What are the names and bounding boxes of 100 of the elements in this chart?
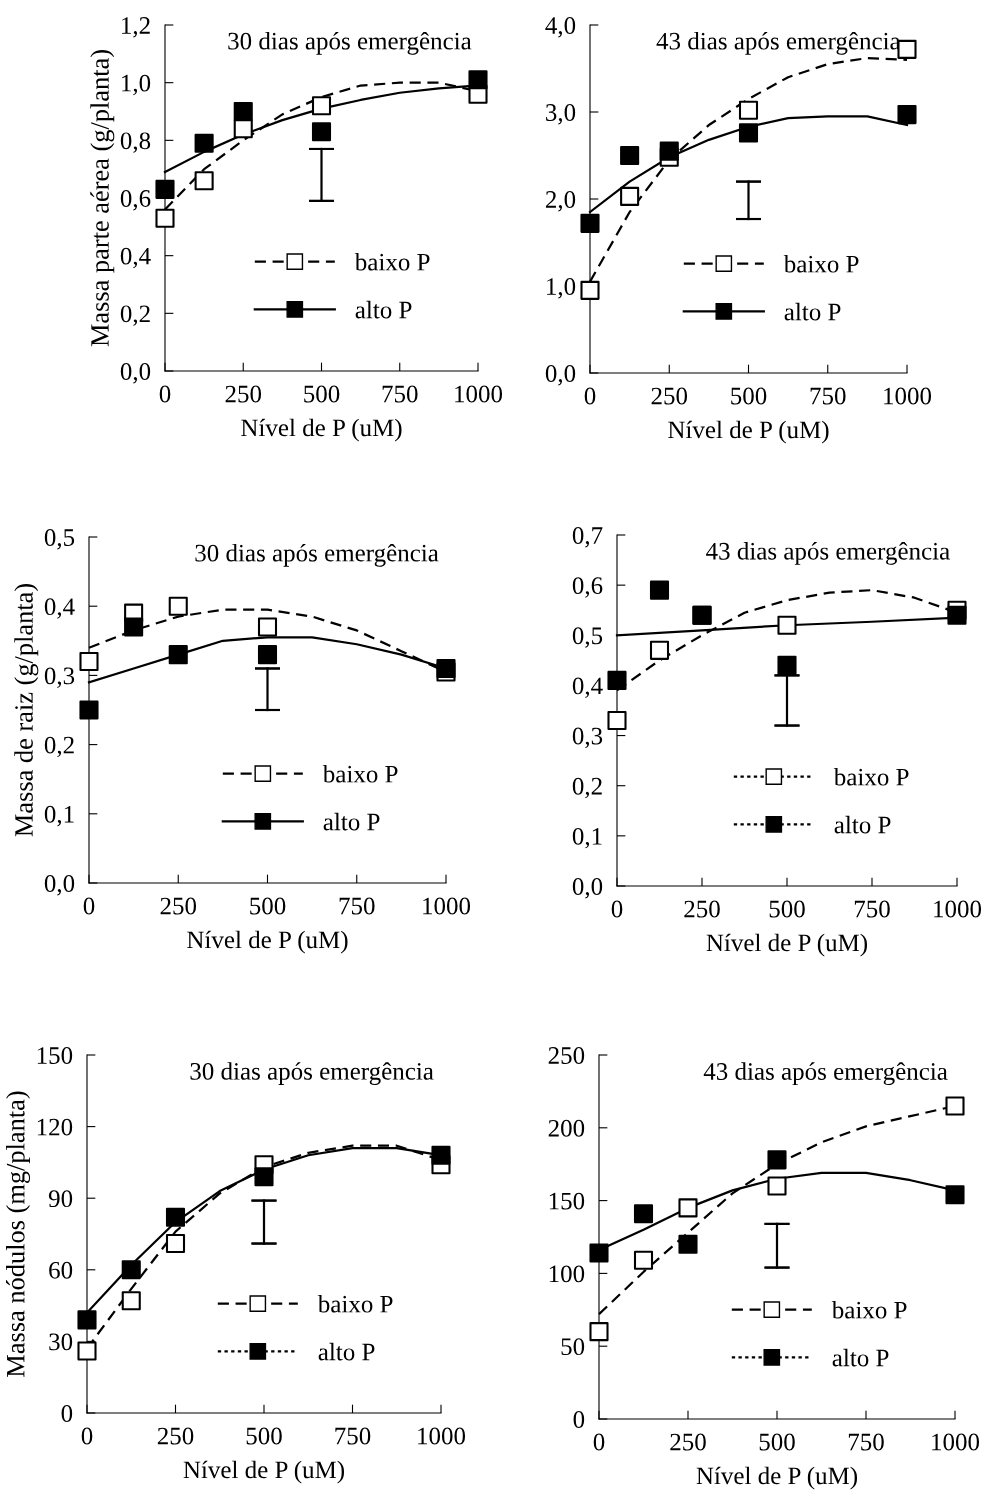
point bbox=[649, 580, 670, 600]
y-tick-label: 1,0 bbox=[547, 278, 576, 299]
x-tick-label: 250 bbox=[160, 897, 197, 915]
legend-label: alto P bbox=[784, 302, 841, 321]
point bbox=[77, 1341, 97, 1361]
y-tick-label: 0,0 bbox=[44, 875, 75, 896]
point bbox=[165, 1234, 186, 1254]
y-tick-label: 50 bbox=[561, 1338, 585, 1356]
chart-title: 30 dias após emergência bbox=[190, 1062, 434, 1085]
chart-title: 30 dias após emergência bbox=[195, 543, 439, 567]
x-tick-label: 0 bbox=[611, 900, 623, 918]
y-tick-label: 0,1 bbox=[44, 805, 74, 827]
y-tick-label: 0,6 bbox=[120, 190, 151, 211]
y-tick-label: 0,2 bbox=[44, 736, 74, 758]
chart-title: 43 dias após emergência bbox=[703, 1062, 948, 1086]
point bbox=[254, 1167, 274, 1187]
legend-label: baixo P bbox=[831, 1301, 907, 1319]
legend-label: alto P bbox=[355, 300, 412, 319]
x-tick-label: 1000 bbox=[932, 1433, 980, 1451]
y-tick-label: 0,2 bbox=[572, 777, 602, 799]
y-tick-label: 2,0 bbox=[545, 191, 576, 212]
x-tick-label: 750 bbox=[854, 900, 890, 918]
x-tick-label: 250 bbox=[684, 900, 720, 918]
point bbox=[777, 655, 797, 675]
y-axis-title: Massa parte aérea (g/planta) bbox=[90, 50, 115, 347]
legend-label: alto P bbox=[832, 1348, 889, 1367]
point bbox=[121, 1291, 141, 1311]
y-tick-label: 100 bbox=[549, 1265, 585, 1283]
x-tick-label: 250 bbox=[670, 1433, 706, 1451]
point bbox=[79, 652, 99, 672]
y-tick-label: 0,6 bbox=[572, 577, 603, 598]
y-tick-label: 250 bbox=[548, 1047, 585, 1064]
legend-label: baixo P bbox=[322, 765, 398, 783]
y-tick-label: 0,3 bbox=[572, 727, 603, 749]
x-tick-label: 1000 bbox=[934, 900, 982, 918]
y-tick-label: 0,5 bbox=[44, 529, 75, 550]
y-axis-title: Massa de raiz (g/planta) bbox=[14, 584, 39, 837]
point bbox=[678, 1234, 698, 1254]
point bbox=[257, 617, 278, 637]
x-tick-label: 250 bbox=[651, 387, 688, 405]
legend-label: baixo P bbox=[317, 1295, 393, 1313]
y-tick-label: 0,5 bbox=[572, 627, 603, 648]
x-axis-title: Nível de P (uM) bbox=[668, 420, 829, 444]
point bbox=[155, 179, 175, 199]
point bbox=[620, 145, 640, 166]
y-tick-label: 3,0 bbox=[546, 104, 576, 125]
y-tick-label: 60 bbox=[49, 1261, 73, 1279]
x-tick-label: 500 bbox=[246, 1427, 282, 1445]
point bbox=[233, 119, 253, 139]
x-tick-label: 500 bbox=[304, 385, 340, 403]
point bbox=[580, 280, 600, 300]
y-tick-label: 0,4 bbox=[572, 677, 603, 698]
x-axis-title: Nível de P (uM) bbox=[696, 1466, 858, 1490]
point bbox=[589, 1322, 609, 1342]
legend-label: baixo P bbox=[354, 253, 430, 271]
point bbox=[121, 1260, 141, 1280]
x-tick-label: 500 bbox=[759, 1433, 795, 1451]
x-tick-label: 500 bbox=[250, 897, 286, 915]
legend-label: alto P bbox=[834, 815, 891, 834]
point bbox=[77, 1310, 97, 1330]
y-tick-label: 150 bbox=[549, 1192, 585, 1210]
point bbox=[897, 105, 917, 125]
legend-label: alto P bbox=[318, 1342, 375, 1361]
point bbox=[897, 39, 917, 59]
y-tick-label: 0,1 bbox=[572, 827, 602, 849]
x-tick-label: 500 bbox=[731, 387, 767, 405]
point bbox=[767, 1176, 787, 1196]
point bbox=[124, 617, 144, 637]
y-tick-label: 0,3 bbox=[44, 667, 75, 688]
point bbox=[580, 213, 600, 233]
x-tick-label: 0 bbox=[81, 1427, 93, 1445]
y-tick-label: 0,4 bbox=[44, 598, 75, 619]
x-tick-label: 750 bbox=[335, 1427, 371, 1445]
y-axis-title: Massa nódulos (mg/planta) bbox=[6, 1091, 31, 1377]
x-tick-label: 750 bbox=[382, 385, 418, 403]
y-tick-label: 1,0 bbox=[122, 74, 151, 96]
point bbox=[738, 100, 759, 120]
legend-label: alto P bbox=[323, 812, 380, 831]
y-tick-label: 0 bbox=[573, 1411, 585, 1428]
point bbox=[194, 133, 214, 153]
x-tick-label: 750 bbox=[339, 897, 375, 915]
point bbox=[767, 1150, 787, 1170]
point bbox=[738, 123, 759, 143]
y-tick-label: 0,0 bbox=[545, 365, 576, 386]
point bbox=[468, 70, 488, 90]
y-tick-label: 200 bbox=[548, 1119, 585, 1137]
point bbox=[155, 208, 175, 228]
point bbox=[311, 122, 332, 142]
point bbox=[659, 141, 679, 161]
x-axis-title: Nível de P (uM) bbox=[241, 418, 402, 442]
y-tick-label: 1,2 bbox=[122, 17, 150, 38]
x-tick-label: 250 bbox=[157, 1427, 194, 1445]
point bbox=[607, 670, 627, 690]
x-tick-label: 1000 bbox=[423, 897, 471, 915]
point bbox=[633, 1250, 654, 1270]
chart-title: 43 dias após emergência bbox=[656, 31, 901, 55]
y-tick-label: 0,2 bbox=[120, 305, 150, 326]
point bbox=[431, 1145, 451, 1165]
legend-label: baixo P bbox=[833, 768, 909, 786]
legend-label: baixo P bbox=[783, 255, 859, 273]
